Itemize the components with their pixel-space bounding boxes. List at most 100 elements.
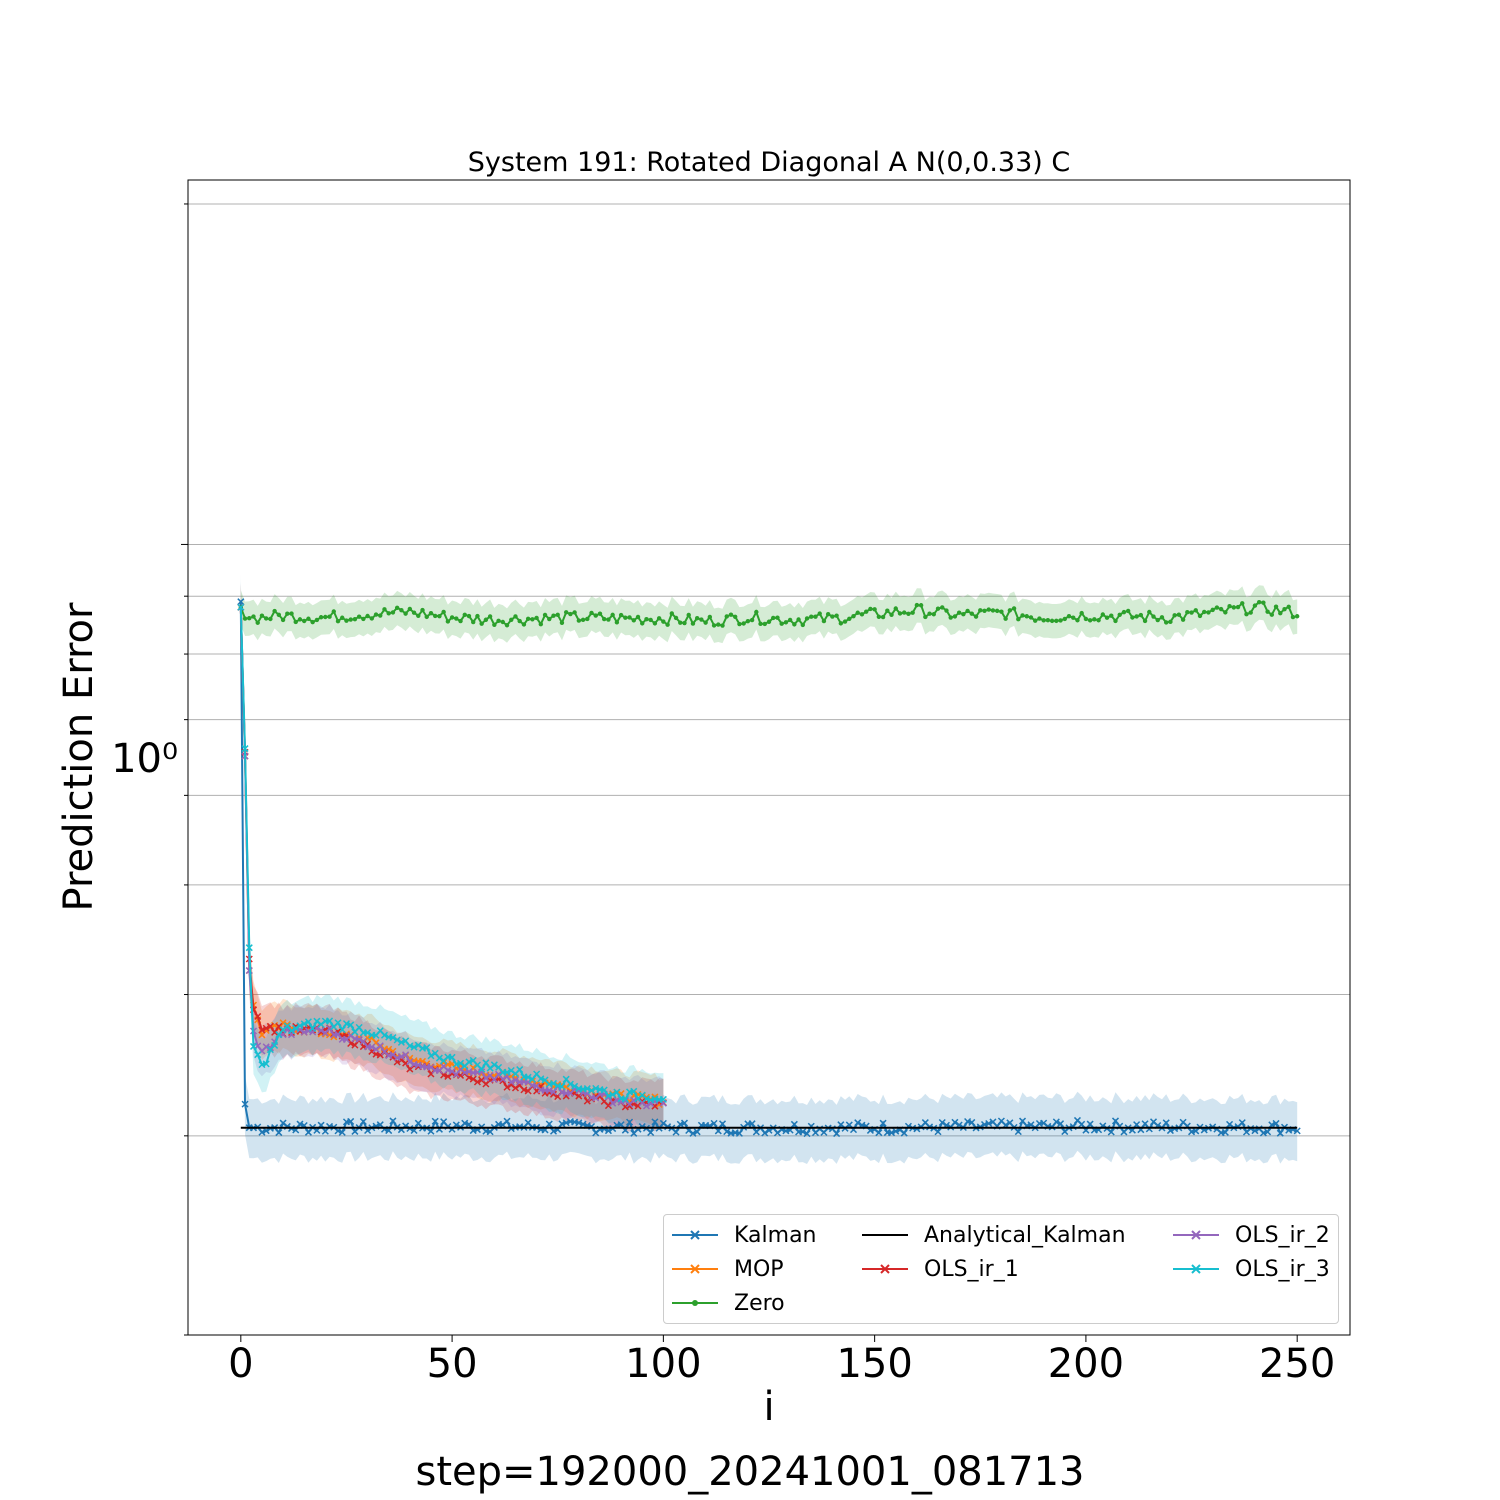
point-zero	[407, 606, 413, 612]
point-zero	[800, 622, 806, 628]
point-zero	[690, 621, 696, 626]
x-tick-label: 50	[427, 1341, 478, 1387]
legend-label-zero: Zero	[734, 1290, 785, 1316]
point-kalman	[237, 598, 245, 606]
point-zero	[547, 616, 552, 622]
legend-swatch-ols-ir-2	[1173, 1230, 1219, 1240]
point-kalman	[875, 1129, 883, 1137]
point-zero	[686, 612, 691, 618]
point-ols-ir-3	[262, 1060, 270, 1068]
point-zero	[1256, 599, 1262, 605]
point-zero	[1054, 618, 1059, 624]
point-zero	[796, 617, 801, 622]
point-zero	[1113, 618, 1118, 624]
point-zero	[1125, 608, 1131, 614]
legend-swatch-ols-ir-3	[1173, 1264, 1219, 1274]
point-zero	[978, 608, 983, 613]
point-zero	[1197, 613, 1203, 619]
point-zero	[986, 607, 991, 612]
legend-label-ols-ir-1: OLS_ir_1	[924, 1256, 1019, 1282]
point-ols-ir-1	[469, 1075, 477, 1083]
point-zero	[475, 613, 480, 619]
point-zero	[737, 621, 742, 627]
point-zero	[889, 612, 894, 618]
point-kalman	[1107, 1128, 1115, 1136]
point-zero	[559, 620, 565, 625]
point-zero	[589, 610, 594, 616]
point-zero	[694, 616, 700, 621]
point-zero	[876, 614, 882, 619]
point-zero	[1104, 615, 1110, 620]
point-kalman	[710, 1119, 718, 1127]
point-zero	[1244, 612, 1249, 617]
point-zero	[652, 621, 658, 626]
point-zero	[340, 615, 345, 620]
footer-label: step=192000_20241001_081713	[415, 1449, 1084, 1495]
point-kalman	[503, 1117, 511, 1125]
point-ols-ir-3	[237, 603, 245, 611]
plot-frame	[187, 179, 1351, 1336]
point-ols-ir-2	[427, 1063, 435, 1071]
point-kalman	[389, 1117, 397, 1125]
point-ols-ir-1	[511, 1084, 520, 1092]
point-zero	[821, 618, 827, 624]
x-tick-label: 250	[1259, 1341, 1335, 1387]
point-kalman	[1276, 1129, 1284, 1137]
point-zero	[420, 607, 425, 613]
point-kalman	[723, 1128, 731, 1136]
point-ols-ir-2	[448, 1067, 456, 1075]
point-ols-ir-2	[482, 1074, 490, 1082]
point-zero	[923, 614, 928, 620]
legend-swatch-kalman	[672, 1230, 718, 1240]
point-ols-ir-2	[402, 1051, 410, 1059]
point-zero	[952, 614, 958, 619]
point-zero	[1049, 618, 1055, 624]
point-kalman	[693, 1128, 701, 1136]
point-zero	[961, 611, 966, 617]
point-zero	[771, 615, 776, 621]
point-zero	[783, 620, 789, 625]
legend-label-ols-ir-2: OLS_ir_2	[1235, 1222, 1330, 1248]
point-zero	[1231, 605, 1237, 610]
point-zero	[809, 614, 814, 619]
point-ols-ir-3	[448, 1053, 456, 1061]
legend-item-analytical-kalman: Analytical_Kalman	[862, 1220, 1126, 1250]
point-zero	[293, 619, 298, 625]
point-ols-ir-1	[258, 1026, 266, 1034]
point-zero	[880, 614, 886, 620]
point-zero	[956, 610, 962, 615]
point-ols-ir-3	[300, 1020, 308, 1028]
point-zero	[754, 609, 759, 615]
legend-item-ols-ir-1: OLS_ir_1	[862, 1254, 1019, 1284]
point-zero	[454, 616, 459, 621]
legend-swatch-ols-ir-1	[862, 1264, 908, 1274]
point-zero	[948, 615, 953, 620]
legend-swatch-zero	[672, 1300, 718, 1306]
point-ols-ir-1	[473, 1078, 481, 1086]
point-zero	[804, 616, 810, 621]
point-ols-ir-2	[545, 1086, 553, 1094]
y-axis-ticks	[181, 203, 188, 1336]
point-ols-ir-3	[338, 1026, 346, 1034]
x-tick-label: 150	[836, 1341, 912, 1387]
point-ols-ir-3	[397, 1038, 405, 1046]
point-zero	[631, 618, 636, 623]
point-zero	[1206, 610, 1211, 615]
point-zero	[1033, 618, 1038, 623]
point-zero	[576, 618, 582, 623]
point-zero	[1121, 609, 1127, 615]
point-zero	[1020, 613, 1025, 618]
point-kalman	[1057, 1120, 1065, 1128]
point-zero	[555, 612, 560, 618]
point-ols-ir-1	[575, 1092, 583, 1100]
point-zero	[665, 622, 670, 627]
point-zero	[707, 614, 713, 620]
point-zero	[944, 608, 949, 613]
point-ols-ir-3	[524, 1073, 532, 1081]
point-ols-ir-3	[287, 1027, 296, 1035]
point-zero	[885, 608, 890, 613]
point-zero	[504, 623, 510, 628]
point-zero	[1282, 607, 1287, 612]
point-zero	[276, 612, 282, 618]
